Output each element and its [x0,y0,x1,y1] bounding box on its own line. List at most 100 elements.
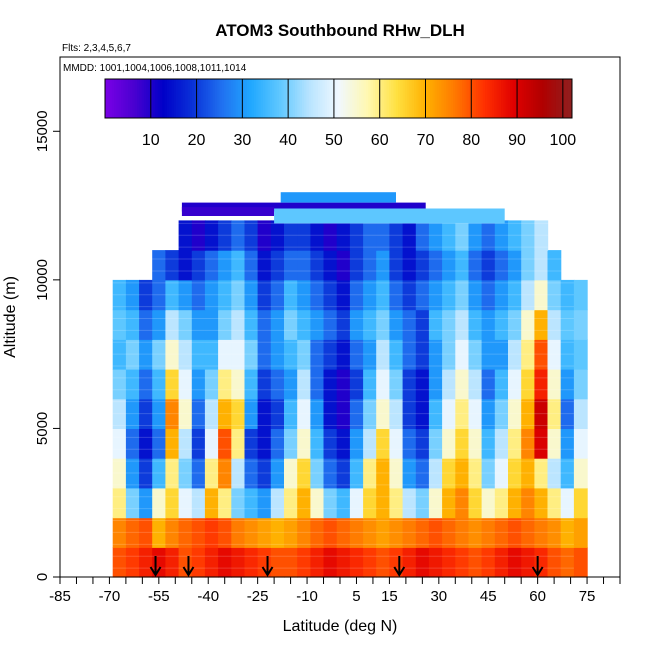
heatmap-cell [284,220,298,251]
heatmap-cell [231,220,246,251]
colorbar-segment [379,79,383,118]
colorbar-tick-label: 10 [142,132,160,149]
colorbar-tick-label: 60 [371,132,389,149]
heatmap-cell [442,458,456,489]
heatmap-cell [218,428,232,459]
heatmap-cell [573,339,588,370]
heatmap-cell [389,487,404,519]
y-axis: 0 5000 10000 15000 [34,110,60,581]
colorbar-segment [400,79,404,118]
heatmap-cell [204,547,219,578]
heatmap-cell [244,547,259,578]
y-tick-label: 15000 [34,110,51,152]
heatmap-cell [297,220,311,251]
colorbar-segment [468,79,472,118]
colorbar-segment [267,79,271,118]
heatmap-cell [560,428,575,459]
heatmap-cell [560,279,575,311]
colorbar-segment [494,79,497,118]
heatmap-cell [165,309,180,340]
heatmap-cell [323,398,338,429]
colorbar-segment [533,79,536,118]
colorbar-tick-label: 30 [233,132,251,149]
heatmap-cell [508,309,522,340]
colorbar-segment [295,79,298,118]
heatmap-cell [284,398,298,429]
colorbar-segment [565,79,568,118]
heatmap-cell [310,458,325,489]
colorbar-segment [226,79,230,118]
colorbar-segment [375,79,378,118]
heatmap-cell [218,487,232,519]
heatmap-cell [455,309,470,340]
heatmap-cell [336,547,351,578]
heatmap-cell [494,220,509,251]
heatmap-cell [139,309,153,340]
profile-arrow-head [393,566,406,577]
heatmap-cell [389,279,404,311]
heatmap-cell [257,487,272,519]
colorbar-segment [411,79,415,118]
heatmap-cell [547,250,562,281]
heatmap-cell [336,309,351,340]
colorbar-segment [455,79,459,118]
colorbar-segment [496,79,500,118]
colorbar-segment [569,79,573,118]
heatmap-cell [349,250,364,281]
colorbar-segment [501,79,504,118]
heatmap-cell [534,279,549,311]
colorbar-segment [336,79,339,118]
heatmap-cell [231,339,246,370]
heatmap-cell [428,487,443,519]
colorbar-segment [475,79,479,118]
heatmap-cell [244,428,259,459]
colorbar-segment [537,79,541,118]
heatmap-cell [442,398,456,429]
colorbar-segment [546,79,550,118]
heatmap-cell [442,220,456,251]
heatmap-cell [204,428,219,459]
colorbar-segment [425,79,429,118]
y-axis-label: Altitude (m) [2,276,19,358]
heatmap-cell [376,250,390,281]
heatmap-cell [442,250,456,281]
colorbar-segment [542,79,546,118]
heatmap-cell [165,428,180,459]
colorbar-segment [558,79,562,118]
colorbar-segment [221,79,225,118]
heatmap-cell [494,369,509,400]
heatmap-cell [257,369,272,400]
colorbar-segment [196,79,200,118]
colorbar-segment [166,79,170,118]
colorbar-segment [441,79,445,118]
heatmap-cell [442,309,456,340]
heatmap-cell [494,339,509,370]
heatmap-cell [310,220,325,251]
colorbar-segment [148,79,152,118]
heatmap-cell [560,339,575,370]
heatmap-cell [428,398,443,429]
heatmap-cell [363,279,377,311]
heatmap-cell [508,458,522,489]
heatmap-cell [573,428,588,459]
heatmap-cell [521,428,535,459]
colorbar-segment [162,79,166,118]
heatmap-cell [112,487,127,519]
heatmap-cell [139,369,153,400]
heatmap-cell [349,517,364,548]
heatmap-cell [442,517,456,548]
profile-arrow-head [182,566,195,577]
heatmap-cell [336,517,351,548]
heatmap-cell [297,517,311,548]
heatmap-cell [468,250,483,281]
heatmap-cell [415,220,430,251]
x-tick-label: 15 [381,588,398,605]
heatmap-cell [415,547,430,578]
heatmap-cell [494,517,509,548]
heatmap-cell [560,369,575,400]
heatmap-cell [349,398,364,429]
heatmap-cell [402,369,417,400]
colorbar-tick-label: 50 [325,132,343,149]
profile-arrow-head [261,566,274,577]
colorbar-segment [414,79,417,118]
